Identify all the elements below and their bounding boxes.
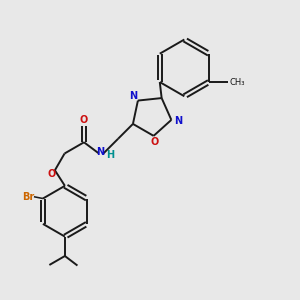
- Text: O: O: [80, 116, 88, 125]
- Text: O: O: [150, 137, 158, 147]
- Text: CH₃: CH₃: [230, 78, 245, 87]
- Text: Br: Br: [22, 192, 35, 202]
- Text: O: O: [48, 169, 56, 179]
- Text: N: N: [174, 116, 182, 126]
- Text: N: N: [96, 147, 104, 157]
- Text: N: N: [129, 91, 138, 101]
- Text: H: H: [106, 150, 114, 160]
